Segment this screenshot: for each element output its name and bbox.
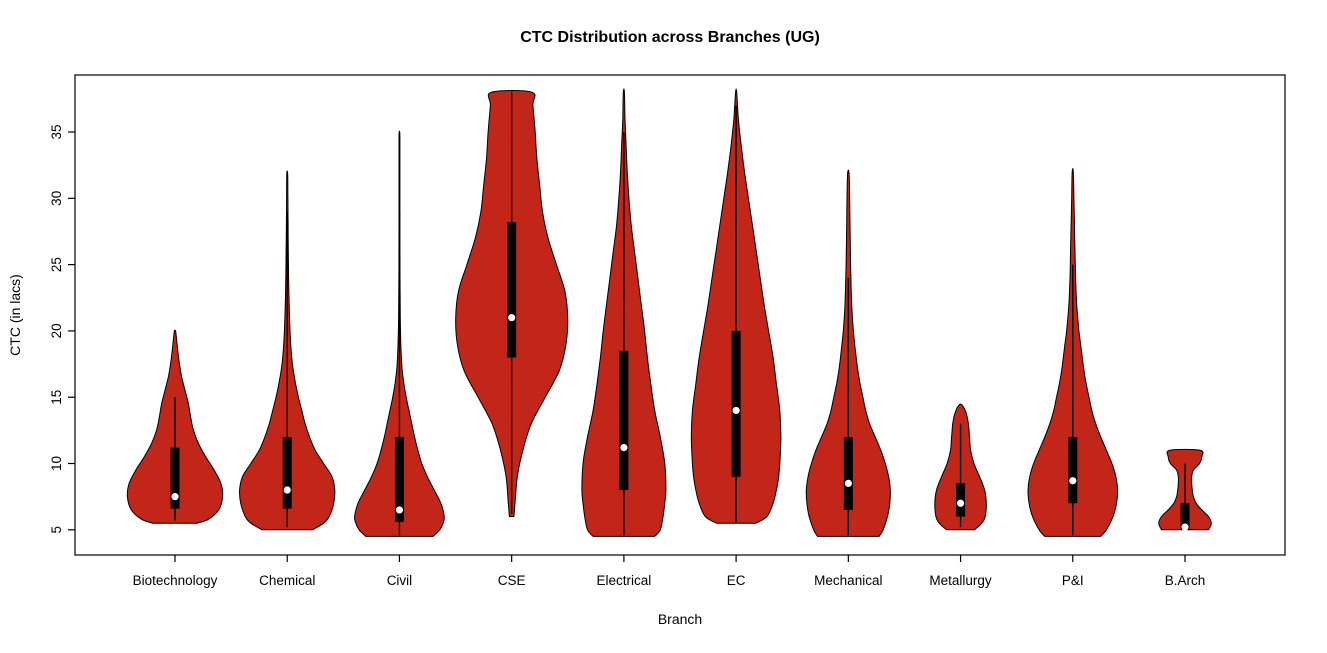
iqr-box — [394, 436, 404, 522]
x-tick-label: Electrical — [597, 573, 652, 588]
violin-civil — [354, 130, 445, 537]
iqr-box — [282, 436, 292, 509]
violin-ec — [690, 88, 782, 524]
iqr-box — [1068, 436, 1078, 504]
median-dot — [508, 314, 516, 322]
violin-cse — [455, 90, 569, 517]
x-tick-label: Mechanical — [814, 573, 882, 588]
y-tick-label: 30 — [49, 191, 64, 206]
median-dot — [283, 486, 291, 494]
iqr-box — [731, 330, 741, 477]
x-tick-label: B.Arch — [1165, 573, 1206, 588]
plot-area: 5 10 15 20 25 30 35 Biotechnology Chemical Civil C… — [49, 74, 1286, 588]
iqr-box — [1180, 503, 1190, 530]
median-dot — [1069, 477, 1077, 485]
x-tick-label: P&I — [1062, 573, 1084, 588]
x-tick-label: CSE — [498, 573, 526, 588]
iqr-box — [170, 447, 180, 509]
median-dot — [844, 479, 852, 487]
iqr-box — [843, 436, 853, 510]
violin-metallurgy — [934, 403, 987, 531]
plot-border — [74, 74, 1286, 556]
median-dot — [395, 506, 404, 514]
y-tick-label: 15 — [49, 390, 64, 405]
x-tick-label: EC — [727, 573, 746, 588]
violin-mechanical — [805, 169, 891, 537]
median-dot — [732, 406, 740, 415]
violin-chemical — [239, 170, 336, 531]
violin-b-arch — [1158, 448, 1212, 531]
x-tick-label: Chemical — [259, 573, 315, 588]
median-dot — [171, 493, 179, 501]
iqr-box — [507, 222, 517, 358]
y-tick-label: 10 — [49, 456, 64, 471]
median-dot — [956, 499, 965, 507]
x-tick-label: Metallurgy — [929, 573, 992, 588]
median-dot — [1181, 523, 1189, 531]
x-axis-label: Branch — [658, 611, 702, 627]
y-tick-label: 20 — [49, 323, 64, 338]
x-tick-label: Biotechnology — [133, 573, 218, 588]
y-tick-label: 5 — [49, 526, 64, 534]
y-axis-label: CTC (in lacs) — [7, 274, 23, 356]
y-tick-label: 35 — [49, 124, 64, 139]
median-dot — [620, 443, 628, 452]
y-tick-label: 25 — [49, 257, 64, 272]
iqr-box — [619, 350, 629, 491]
violin-p-i — [1027, 168, 1119, 537]
violin-biotechnology — [126, 329, 224, 524]
chart-title: CTC Distribution across Branches (UG) — [520, 29, 820, 46]
x-tick-label: Civil — [387, 573, 413, 588]
violin-electrical — [581, 88, 667, 537]
